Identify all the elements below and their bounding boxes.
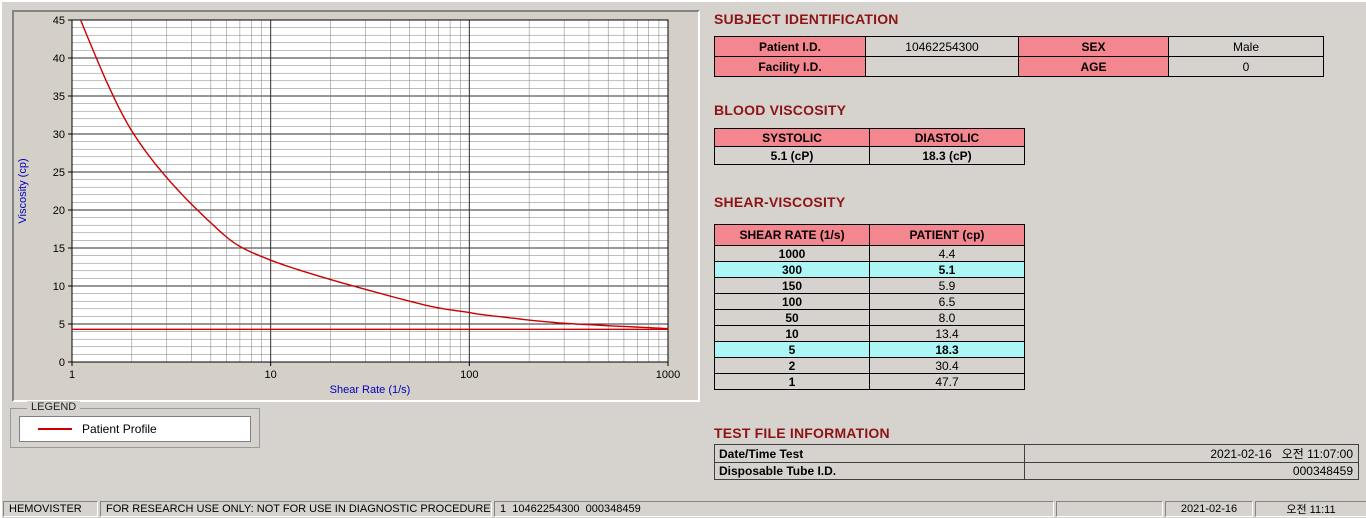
shear-row: 100 6.5: [714, 293, 1025, 310]
legend-group: LEGEND Patient Profile: [10, 401, 260, 448]
diastolic-header: DIASTOLIC: [869, 128, 1025, 147]
shear-viscosity-table: SHEAR RATE (1/s) PATIENT (cp) 1000 4.4 3…: [714, 224, 1025, 390]
viscosity-chart: 0 5 10 15 20 25 30 35 40 45 1 10 100 1000 Shear Rate (…: [17, 15, 680, 396]
table-row: Facility I.D. AGE 0: [714, 56, 1324, 77]
svg-text:30: 30: [53, 129, 65, 141]
shear-row: 5 18.3: [714, 341, 1025, 358]
shear-viscosity-heading: SHEAR-VISCOSITY: [714, 194, 846, 210]
status-time: 오전 11:11: [1255, 501, 1366, 517]
patient-value-cell: 4.4: [869, 245, 1025, 262]
patient-header: PATIENT (cp): [869, 224, 1025, 246]
shear-row: 1000 4.4: [714, 245, 1025, 262]
svg-text:5: 5: [59, 319, 65, 331]
systolic-value: 5.1 (cP): [714, 146, 870, 165]
test-date-value: 2021-02-16 오전 11:07:00: [1024, 444, 1359, 463]
shear-row: 1 47.7: [714, 373, 1025, 390]
tube-id-value: 000348459: [1024, 462, 1359, 480]
subject-identification-heading: SUBJECT IDENTIFICATION: [714, 11, 899, 27]
table-header-row: SHEAR RATE (1/s) PATIENT (cp): [714, 224, 1025, 246]
status-research-notice: FOR RESEARCH USE ONLY: NOT FOR USE IN DI…: [100, 501, 492, 517]
shear-rate-header: SHEAR RATE (1/s): [714, 224, 870, 246]
svg-text:10: 10: [265, 369, 277, 381]
patient-id-label: Patient I.D.: [714, 36, 866, 57]
sex-value: Male: [1168, 36, 1324, 57]
shear-row: 2 30.4: [714, 357, 1025, 374]
table-row: Disposable Tube I.D. 000348459: [714, 462, 1359, 480]
patient-profile-line-icon: [38, 428, 72, 430]
svg-text:Shear Rate (1/s): Shear Rate (1/s): [330, 384, 411, 396]
svg-text:45: 45: [53, 15, 65, 27]
shear-rate-cell: 5: [714, 341, 870, 358]
diastolic-value: 18.3 (cP): [869, 146, 1025, 165]
legend-title: LEGEND: [27, 401, 81, 413]
svg-text:40: 40: [53, 53, 65, 65]
patient-value-cell: 13.4: [869, 325, 1025, 342]
patient-value-cell: 8.0: [869, 309, 1025, 326]
svg-text:100: 100: [460, 369, 478, 381]
patient-value-cell: 47.7: [869, 373, 1025, 390]
shear-rate-cell: 50: [714, 309, 870, 326]
svg-text:1: 1: [69, 369, 75, 381]
shear-row: 10 13.4: [714, 325, 1025, 342]
svg-text:1000: 1000: [656, 369, 680, 381]
shear-rate-cell: 1000: [714, 245, 870, 262]
patient-value-cell: 18.3: [869, 341, 1025, 358]
systolic-header: SYSTOLIC: [714, 128, 870, 147]
patient-id-value: 10462254300: [865, 36, 1019, 57]
legend-entry-row: Patient Profile: [19, 416, 251, 442]
patient-value-cell: 30.4: [869, 357, 1025, 374]
svg-text:20: 20: [53, 205, 65, 217]
table-row: 5.1 (cP) 18.3 (cP): [714, 146, 1025, 165]
status-bar: HEMOVISTER FOR RESEARCH USE ONLY: NOT FO…: [2, 499, 1366, 518]
age-value: 0: [1168, 56, 1324, 77]
shear-row: 50 8.0: [714, 309, 1025, 326]
patient-value-cell: 6.5: [869, 293, 1025, 310]
blood-viscosity-table: SYSTOLIC DIASTOLIC 5.1 (cP) 18.3 (cP): [714, 128, 1025, 165]
shear-row: 150 5.9: [714, 277, 1025, 294]
viscosity-chart-panel: 0 5 10 15 20 25 30 35 40 45 1 10 100 1000 Shear Rate (…: [12, 10, 700, 402]
test-file-information-heading: TEST FILE INFORMATION: [714, 425, 890, 441]
shear-row: 300 5.1: [714, 261, 1025, 278]
facility-id-value: [865, 56, 1019, 77]
test-date-label: Date/Time Test: [714, 444, 1025, 463]
svg-text:25: 25: [53, 167, 65, 179]
table-row: Patient I.D. 10462254300 SEX Male: [714, 36, 1324, 57]
patient-value-cell: 5.1: [869, 261, 1025, 278]
sex-label: SEX: [1018, 36, 1169, 57]
blood-viscosity-heading: BLOOD VISCOSITY: [714, 102, 847, 118]
svg-text:Viscosity (cp): Viscosity (cp): [17, 158, 29, 223]
table-row: SYSTOLIC DIASTOLIC: [714, 128, 1025, 147]
legend-entry-label: Patient Profile: [82, 422, 157, 436]
status-app-name: HEMOVISTER: [3, 501, 98, 517]
test-file-info-table: Date/Time Test 2021-02-16 오전 11:07:00 Di…: [714, 444, 1359, 480]
status-empty-panel: [1056, 501, 1163, 517]
shear-rate-cell: 2: [714, 357, 870, 374]
svg-text:0: 0: [59, 357, 65, 369]
subject-id-table: Patient I.D. 10462254300 SEX Male Facili…: [714, 36, 1324, 77]
shear-rate-cell: 1: [714, 373, 870, 390]
age-label: AGE: [1018, 56, 1169, 77]
svg-text:35: 35: [53, 91, 65, 103]
facility-id-label: Facility I.D.: [714, 56, 866, 77]
patient-value-cell: 5.9: [869, 277, 1025, 294]
shear-rate-cell: 300: [714, 261, 870, 278]
status-date: 2021-02-16: [1165, 501, 1253, 517]
shear-rate-cell: 150: [714, 277, 870, 294]
shear-rate-cell: 10: [714, 325, 870, 342]
shear-rate-cell: 100: [714, 293, 870, 310]
table-row: Date/Time Test 2021-02-16 오전 11:07:00: [714, 444, 1359, 463]
status-test-summary: 1 10462254300 000348459: [494, 501, 1054, 517]
svg-text:10: 10: [53, 281, 65, 293]
svg-text:15: 15: [53, 243, 65, 255]
tube-id-label: Disposable Tube I.D.: [714, 462, 1025, 480]
